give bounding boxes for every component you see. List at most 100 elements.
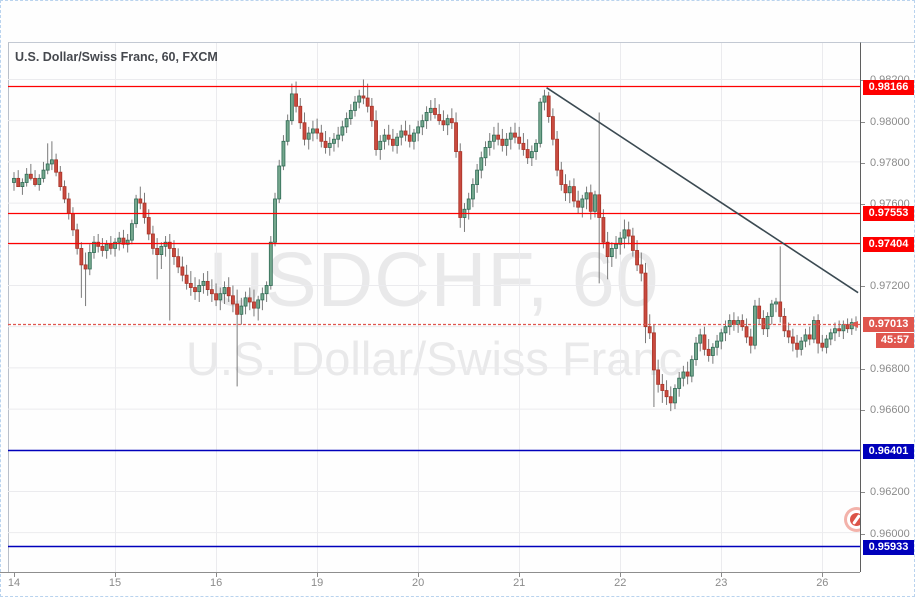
candle-bear: [75, 229, 80, 249]
candle-bear: [513, 132, 517, 138]
candle-bear: [588, 192, 593, 212]
candle-bear: [315, 128, 320, 134]
candle-bear: [28, 173, 33, 179]
candle-bull: [677, 377, 682, 389]
candle-bear: [66, 198, 71, 214]
candle-bear: [437, 114, 442, 122]
candle-bear: [458, 151, 463, 218]
candle-bull: [12, 177, 16, 183]
candle-bull: [306, 132, 311, 140]
candle-bull: [828, 332, 833, 340]
candle-bear: [597, 194, 602, 218]
candle-bull: [849, 322, 854, 330]
candle-bull: [416, 126, 421, 134]
candle-bull: [113, 241, 117, 249]
candle-bull: [504, 138, 509, 146]
candle-bear: [252, 301, 256, 309]
current-price-arrow-icon: [851, 321, 858, 328]
candle-bear: [247, 297, 252, 303]
price-level-badge: 0.97404: [863, 236, 914, 252]
candle-bull: [399, 130, 404, 138]
time-axis[interactable]: 14 15 16 19 20 21 22 23 26: [0, 572, 915, 597]
candle-bear: [550, 116, 555, 140]
candle-bear: [58, 171, 63, 188]
candle-bear: [601, 217, 606, 243]
candle-bear: [441, 120, 446, 126]
descending-trendline[interactable]: [546, 87, 859, 294]
candle-bull: [285, 120, 290, 142]
candle-bear: [626, 229, 631, 237]
candle-bull: [348, 109, 353, 120]
candle-bull: [41, 169, 46, 179]
candle-bear: [369, 105, 374, 122]
candle-bull: [49, 159, 54, 165]
candle-bear: [740, 320, 745, 328]
candle-bull: [715, 340, 719, 348]
candle-bear: [837, 328, 842, 332]
candle-bull: [129, 223, 134, 241]
price-tick-mark: [861, 162, 865, 164]
candle-bear: [142, 202, 147, 218]
candle-bull: [239, 305, 244, 315]
candle-bull: [20, 182, 25, 188]
candle-bull: [336, 134, 341, 140]
candle-bull: [542, 95, 547, 103]
candle-bear: [517, 136, 522, 144]
price-level-badge: 0.97553: [863, 206, 914, 222]
candle-bull: [681, 371, 686, 379]
candle-bull: [340, 126, 345, 136]
candle-bull: [593, 194, 597, 212]
candle-bear: [778, 301, 783, 317]
candle-bear: [235, 303, 240, 315]
candle-bear: [155, 247, 160, 255]
candle-bull: [824, 338, 829, 348]
candle-bull: [508, 132, 513, 140]
candle-bull: [673, 388, 677, 404]
candle-bull: [327, 142, 332, 148]
candle-bear: [744, 326, 749, 338]
candle-bull: [24, 173, 29, 183]
candle-bull: [125, 239, 130, 245]
candle-bull: [719, 332, 724, 342]
price-tick-mark: [861, 121, 865, 123]
candle-bull: [466, 198, 471, 210]
time-tick-label: 23: [715, 577, 728, 589]
candle-bear: [782, 315, 787, 332]
candle-bull: [622, 229, 627, 239]
time-tick-label: 26: [816, 577, 829, 589]
candle-bear: [757, 305, 762, 319]
candle-bull: [428, 107, 433, 113]
candle-bull: [580, 198, 585, 208]
candle-bear: [790, 336, 795, 344]
candle-bull: [774, 301, 778, 305]
candle-bear: [390, 138, 395, 146]
chart-title: U.S. Dollar/Swiss Franc, 60, FXCM: [15, 50, 218, 64]
candle-bear: [639, 264, 644, 274]
candle-bear: [521, 142, 526, 150]
price-axis[interactable]: 0.982000.980000.978000.976000.972000.968…: [860, 42, 915, 573]
candle-bull: [281, 140, 286, 167]
candle-bull: [841, 324, 846, 332]
price-level-badge: 0.95933: [863, 539, 914, 555]
candle-bear: [664, 390, 669, 398]
watermark-name: U.S. Dollar/Swiss Franc: [185, 332, 683, 385]
time-tick-label: 14: [7, 577, 21, 589]
candle-bear: [323, 140, 328, 148]
current-price-badge: 0.97013: [863, 317, 914, 333]
price-level-badge: 0.98166: [863, 79, 914, 95]
candle-bull: [534, 142, 538, 152]
candle-bear: [298, 105, 303, 124]
candle-bear: [643, 272, 648, 328]
time-tick-mark: [216, 573, 218, 577]
candle-bull: [201, 280, 206, 286]
candle-bear: [652, 332, 656, 371]
candle-bear: [302, 122, 307, 140]
candle-bear: [525, 149, 530, 159]
candle-bull: [273, 198, 277, 243]
time-tick-label: 15: [108, 577, 122, 589]
price-tick-mark: [861, 410, 865, 412]
time-tick-mark: [721, 573, 723, 577]
candle-bull: [311, 128, 315, 134]
candle-bear: [656, 369, 661, 385]
